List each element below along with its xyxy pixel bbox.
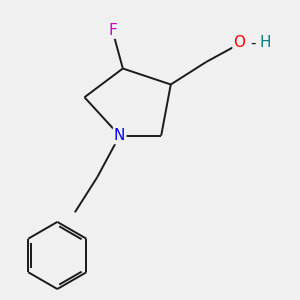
Text: H: H [259, 35, 271, 50]
Text: O: O [233, 35, 245, 50]
Text: -: - [250, 35, 256, 50]
Text: N: N [114, 128, 125, 143]
Text: F: F [109, 23, 118, 38]
